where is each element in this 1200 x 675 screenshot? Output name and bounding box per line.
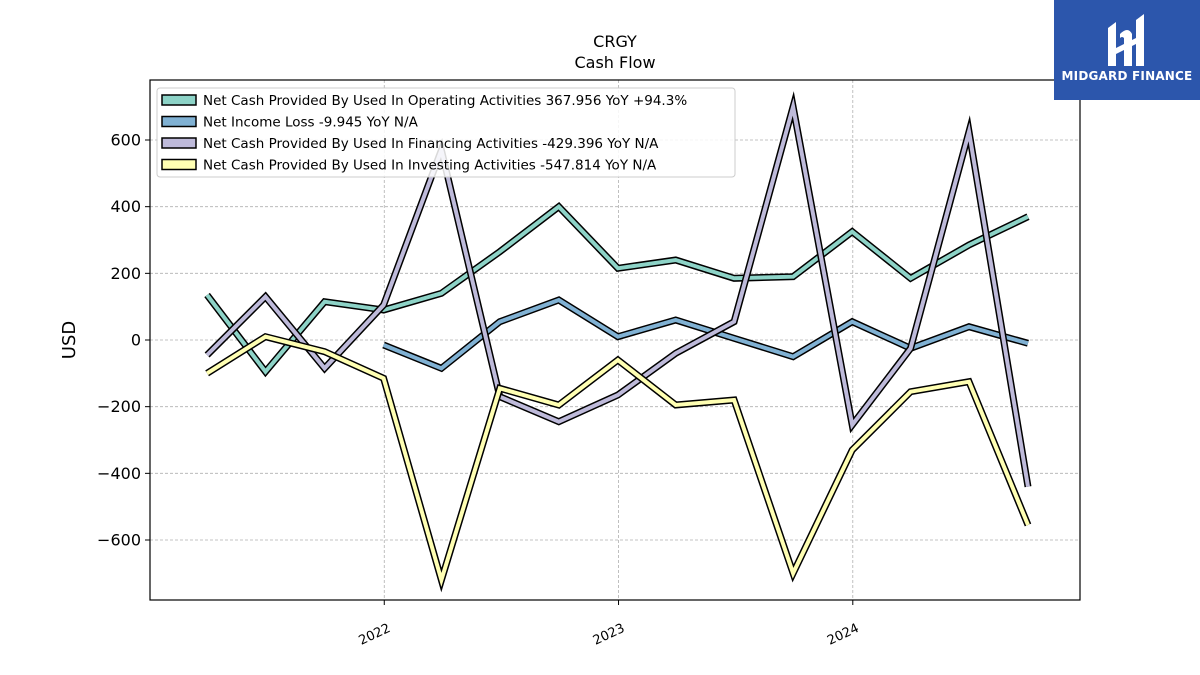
legend-entry: Net Income Loss -9.945 YoY N/A (203, 115, 419, 131)
legend-entry: Net Cash Provided By Used In Investing A… (203, 158, 657, 174)
legend-swatch (161, 115, 197, 128)
chart-subtitle: Cash Flow (574, 53, 655, 72)
y-tick-label: −400 (97, 464, 141, 483)
series-stroke (205, 97, 1030, 488)
legend-entry: Net Cash Provided By Used In Operating A… (203, 93, 687, 109)
legend-swatch (161, 137, 197, 149)
y-tick-label: 0 (131, 331, 141, 350)
x-tick-label: 2022 (357, 621, 393, 649)
series-stroke (206, 334, 1030, 588)
brand-name: MIDGARD FINANCE (1061, 69, 1193, 83)
legend-swatch (161, 94, 197, 106)
y-tick-label: −200 (97, 397, 141, 416)
series-lines (204, 91, 1032, 593)
x-tick-label: 2024 (825, 621, 861, 649)
series-outline (205, 332, 1032, 593)
y-tick-label: 400 (110, 197, 141, 216)
midgard-finance-logo: MIDGARD FINANCE (1054, 0, 1200, 100)
x-tick-label: 2023 (591, 621, 627, 649)
legend-box (156, 87, 736, 178)
y-tick-label: 600 (110, 131, 141, 150)
y-tick-label: 200 (110, 264, 141, 283)
series-stroke (382, 297, 1029, 371)
series-stroke (205, 204, 1029, 375)
series-line-1 (382, 296, 1029, 373)
x-ticks: 2022 2023 2024 (357, 600, 861, 649)
y-tick-label: −600 (97, 531, 141, 550)
y-ticks: −600 −400 −200 0 200 400 600 (97, 131, 150, 550)
series-line-3 (205, 332, 1032, 593)
series-line-2 (204, 91, 1032, 488)
legend-swatch (161, 158, 197, 171)
midgard-logo-icon (1108, 14, 1144, 66)
legend: Net Cash Provided By Used In Operating A… (156, 87, 736, 178)
legend-entry: Net Cash Provided By Used In Financing A… (203, 136, 659, 152)
series-line-0 (204, 202, 1030, 378)
chart-title: CRGY (593, 32, 637, 51)
y-axis-label: USD (59, 321, 80, 359)
